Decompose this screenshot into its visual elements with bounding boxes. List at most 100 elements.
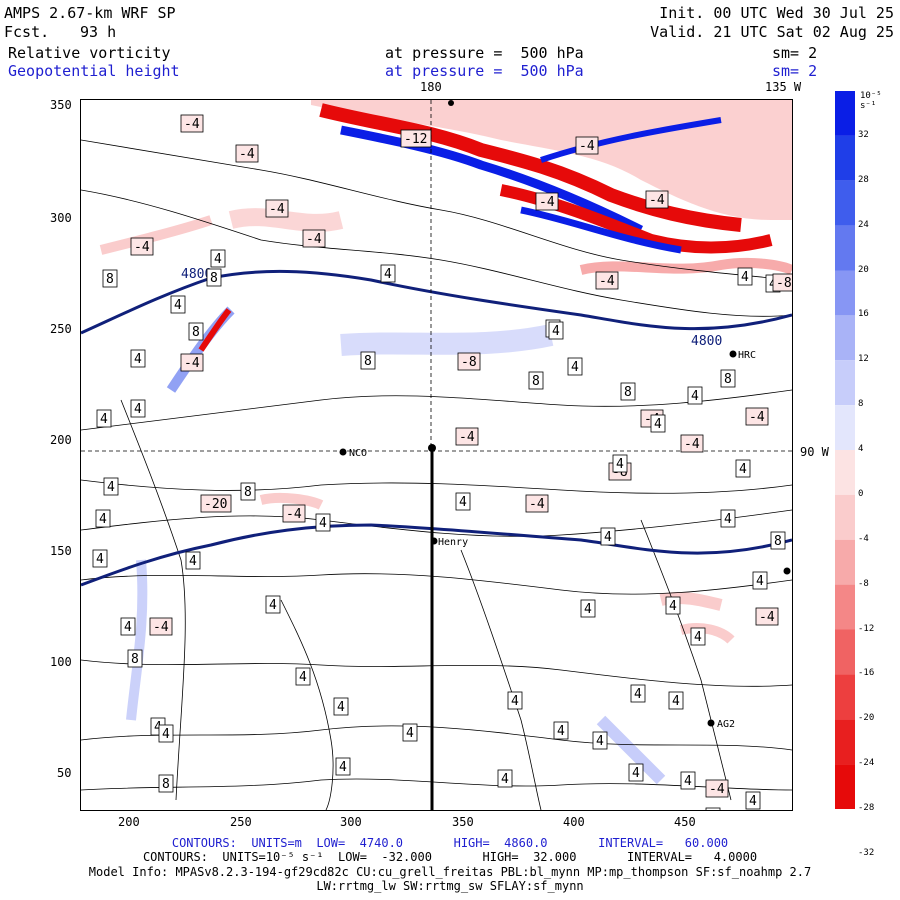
vorticity-label: 4: [687, 386, 703, 405]
vorticity-label: 4: [130, 399, 146, 418]
svg-text:-4: -4: [579, 139, 595, 154]
footer-model-info: Model Info: MPASv8.2.3-194-gf29cd82c CU:…: [88, 865, 812, 879]
vorticity-label: -4: [680, 434, 704, 453]
vorticity-label: -20: [200, 494, 232, 513]
model-title: AMPS 2.67-km WRF SP: [4, 4, 176, 22]
x-tick: 450: [674, 815, 696, 829]
svg-text:8: 8: [532, 374, 540, 389]
colorbar-label: -12: [858, 623, 875, 634]
colorbar-label: -20: [858, 713, 875, 724]
svg-text:-4: -4: [599, 274, 615, 289]
vorticity-label: 4: [210, 249, 226, 268]
init-time: Init. 00 UTC Wed 30 Jul 25: [659, 4, 894, 22]
vorticity-label: 4: [567, 357, 583, 376]
vorticity-label: 4: [650, 414, 666, 433]
vorticity-label: 8: [158, 774, 174, 793]
svg-text:4: 4: [459, 495, 467, 510]
vorticity-label: 4: [548, 321, 564, 340]
colorbar-label: 32: [858, 129, 869, 140]
vorticity-label: 4: [752, 571, 768, 590]
colorbar-swatch: [835, 135, 855, 181]
vorticity-label: 4: [507, 691, 523, 710]
footer-height-contours: CONTOURS: UNITS=m LOW= 4740.0 HIGH= 4860…: [171, 836, 729, 850]
svg-text:8: 8: [724, 372, 732, 387]
svg-text:-4: -4: [539, 195, 555, 210]
lon-label-135w: 135 W: [765, 80, 802, 94]
vorticity-label: 4: [335, 757, 351, 776]
station-nco-dot[interactable]: [339, 448, 347, 456]
vorticity-label: 4: [120, 617, 136, 636]
svg-text:4: 4: [319, 516, 327, 531]
vorticity-label: -4: [535, 192, 559, 211]
svg-text:4: 4: [672, 694, 680, 709]
svg-text:4: 4: [162, 727, 170, 742]
field1-label: Relative vorticity: [8, 44, 171, 62]
vorticity-label: 4: [665, 596, 681, 615]
svg-text:-4: -4: [529, 497, 545, 512]
station-henry-label: Henry: [438, 537, 468, 548]
svg-text:-12: -12: [404, 132, 427, 147]
svg-text:8: 8: [192, 325, 200, 340]
colorbar-swatches: [835, 91, 855, 809]
vorticity-label: 4: [402, 723, 418, 742]
vorticity-label: -8: [457, 352, 481, 371]
svg-text:4: 4: [756, 574, 764, 589]
vorticity-label: 4: [265, 595, 281, 614]
vorticity-map[interactable]: NCO Henry HRC AG2 4800 4800 -4 -4 -4 -12 -4 -…: [80, 99, 793, 811]
vorticity-label: -4: [282, 504, 306, 523]
svg-text:4: 4: [384, 267, 392, 282]
y-tick: 250: [50, 322, 72, 336]
svg-text:4: 4: [339, 760, 347, 775]
vorticity-label: 4: [680, 771, 696, 790]
vorticity-labels: -4-4-4-12 -4-44-4-4-448 -88-4-4-20-4-88884…: [92, 114, 792, 810]
vorticity-label: -4: [235, 144, 259, 163]
vorticity-label: 8: [102, 269, 118, 288]
vorticity-label: 4: [170, 295, 186, 314]
vorticity-label: 4: [333, 697, 349, 716]
vorticity-label: 8: [360, 351, 376, 370]
vorticity-label: 8: [127, 649, 143, 668]
svg-text:-4: -4: [709, 782, 725, 797]
svg-text:4: 4: [552, 324, 560, 339]
vorticity-label: 4: [96, 409, 112, 428]
vorticity-label: 4: [497, 769, 513, 788]
svg-text:4: 4: [406, 726, 414, 741]
station-henry-dot[interactable]: [430, 537, 438, 545]
station-top-dot: [448, 100, 454, 106]
colorbar-label: -28: [858, 803, 875, 813]
station-ag2-dot[interactable]: [707, 719, 715, 727]
vorticity-label: 4: [690, 627, 706, 646]
colorbar-label: -16: [858, 668, 875, 679]
svg-text:4: 4: [96, 552, 104, 567]
colorbar-swatch: [835, 360, 855, 406]
svg-text:4: 4: [214, 252, 222, 267]
vorticity-label: -4: [525, 494, 549, 513]
svg-text:-20: -20: [204, 497, 227, 512]
colorbar-label: 16: [858, 309, 869, 320]
colorbar-swatch: [835, 405, 855, 450]
vorticity-label: -4: [265, 199, 289, 218]
vorticity-label: 8: [720, 369, 736, 388]
vorticity-label: 8: [620, 382, 636, 401]
svg-text:4: 4: [100, 412, 108, 427]
svg-text:-8: -8: [461, 355, 477, 370]
vorticity-label: 4: [592, 731, 608, 750]
station-nco-label: NCO: [349, 448, 367, 459]
colorbar-label: 8: [858, 399, 864, 410]
y-tick: 300: [50, 211, 72, 225]
level1-label: at pressure = 500 hPa: [385, 44, 584, 62]
station-hrc-dot[interactable]: [729, 350, 737, 358]
colorbar-swatch: [835, 270, 855, 316]
vorticity-label: 4: [720, 509, 736, 528]
vorticity-label: -4: [302, 229, 326, 248]
svg-text:-4: -4: [269, 202, 285, 217]
svg-text:-4: -4: [134, 240, 150, 255]
level2-label: at pressure = 500 hPa: [385, 62, 584, 80]
vorticity-label: 4: [130, 349, 146, 368]
y-tick: 200: [50, 433, 72, 447]
colorbar-label: -24: [858, 758, 875, 769]
svg-text:4: 4: [269, 598, 277, 613]
height-label: 4800: [691, 334, 722, 349]
vorticity-label: 4: [668, 691, 684, 710]
vorticity-label: -4: [755, 607, 779, 626]
